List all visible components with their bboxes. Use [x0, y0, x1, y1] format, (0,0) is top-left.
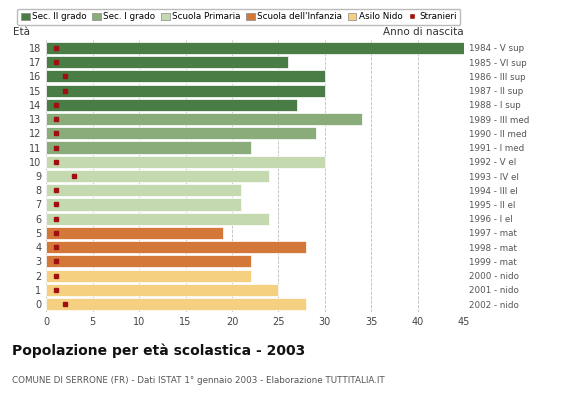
- Text: Anno di nascita: Anno di nascita: [383, 27, 464, 37]
- Bar: [46, 198, 241, 210]
- Bar: [46, 241, 306, 253]
- Bar: [46, 270, 251, 282]
- Bar: [46, 170, 269, 182]
- Bar: [46, 142, 251, 154]
- Bar: [46, 213, 269, 225]
- Text: Popolazione per età scolastica - 2003: Popolazione per età scolastica - 2003: [12, 344, 305, 358]
- Bar: [46, 42, 464, 54]
- Bar: [46, 255, 251, 268]
- Bar: [46, 284, 278, 296]
- Bar: [46, 156, 325, 168]
- Legend: Sec. II grado, Sec. I grado, Scuola Primaria, Scuola dell'Infanzia, Asilo Nido, : Sec. II grado, Sec. I grado, Scuola Prim…: [17, 9, 461, 25]
- Bar: [46, 70, 325, 82]
- Bar: [46, 127, 316, 139]
- Bar: [46, 99, 297, 111]
- Bar: [46, 113, 362, 125]
- Text: Età: Età: [13, 27, 30, 37]
- Bar: [46, 227, 223, 239]
- Text: COMUNE DI SERRONE (FR) - Dati ISTAT 1° gennaio 2003 - Elaborazione TUTTITALIA.IT: COMUNE DI SERRONE (FR) - Dati ISTAT 1° g…: [12, 376, 385, 385]
- Bar: [46, 184, 241, 196]
- Bar: [46, 56, 288, 68]
- Bar: [46, 84, 325, 97]
- Bar: [46, 298, 306, 310]
